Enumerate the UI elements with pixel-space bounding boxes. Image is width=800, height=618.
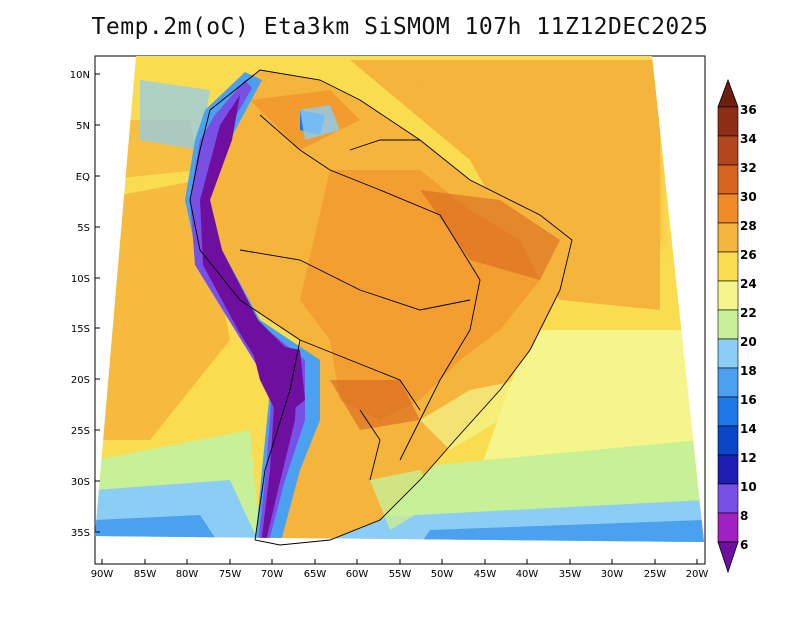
lon-tick-label: 35W [559,569,582,580]
colorbar-swatch [717,483,739,514]
colorbar-swatch [717,309,739,340]
colorbar-label: 8 [740,509,748,523]
colorbar-label: 10 [740,480,757,494]
lon-tick: 85W [134,559,157,580]
colorbar-top-arrow [717,78,739,108]
lon-tick: 35W [559,559,582,580]
lon-tick: 25W [644,559,667,580]
lat-tick-label: 25S [71,426,90,437]
colorbar-swatch [717,135,739,166]
lat-tick-label: 10N [70,70,90,81]
lon-tick: 45W [474,559,497,580]
colorbar-swatch [717,193,739,224]
lat-tick-label: 35S [71,528,90,539]
lon-tick-label: 40W [516,569,539,580]
colorbar-label: 34 [740,132,757,146]
lon-tick: 30W [601,559,624,580]
lon-tick-label: 55W [389,569,412,580]
lon-tick-label: 90W [91,569,114,580]
colorbar-label: 16 [740,393,757,407]
lon-tick-label: 60W [346,569,369,580]
lon-tick: 70W [261,559,284,580]
colorbar-label: 18 [740,364,757,378]
colorbar-label: 26 [740,248,757,262]
colorbar-label: 36 [740,103,757,117]
colorbar-swatch [717,425,739,456]
lat-axis: 10N 5N EQ 5S 10S 15S 20S 25S [70,70,100,539]
lat-tick-label: 5N [76,121,90,132]
colorbar-bottom-arrow [717,541,739,574]
colorbar-swatch [717,280,739,311]
lon-tick-label: 65W [304,569,327,580]
lon-tick: 55W [389,559,412,580]
lat-tick: 20S [71,375,100,386]
lon-tick-label: 25W [644,569,667,580]
lon-tick-label: 80W [176,569,199,580]
colorbar-swatch [717,222,739,253]
colorbar-swatch [717,164,739,195]
lat-tick-label: 10S [71,274,90,285]
lat-tick: 10N [70,70,100,81]
temperature-field [95,56,704,542]
lat-tick-label: EQ [76,172,90,183]
coastlines [189,69,573,546]
lat-tick-label: 5S [77,223,90,234]
colorbar-label: 28 [740,219,757,233]
lon-tick: 90W [91,559,114,580]
lat-tick-label: 20S [71,375,90,386]
lat-tick: 5S [77,223,100,234]
lat-tick: 15S [71,324,100,335]
colorbar-label: 24 [740,277,757,291]
lat-tick: EQ [76,172,100,183]
colorbar-label: 20 [740,335,757,349]
colorbar-swatch [717,396,739,427]
lon-tick-label: 45W [474,569,497,580]
lat-tick: 10S [71,274,100,285]
lon-tick: 60W [346,559,369,580]
lon-tick: 40W [516,559,539,580]
colorbar-label: 6 [740,538,748,552]
lon-tick-label: 75W [219,569,242,580]
lon-tick: 65W [304,559,327,580]
lon-tick: 75W [219,559,242,580]
lon-axis: 90W 85W 80W 75W 70W 65W 60W 55W 50W 45W … [91,559,709,580]
lon-tick: 20W [686,559,709,580]
lon-tick-label: 85W [134,569,157,580]
lon-tick: 80W [176,559,199,580]
lat-tick-label: 15S [71,324,90,335]
lon-tick-label: 50W [431,569,454,580]
colorbar: 36 34 32 30 28 26 24 22 20 18 16 14 12 1… [717,78,757,574]
colorbar-swatch [717,251,739,282]
colorbar-label: 32 [740,161,757,175]
colorbar-swatch [717,512,739,543]
colorbar-label: 30 [740,190,757,204]
lon-tick: 50W [431,559,454,580]
colorbar-label: 14 [740,422,757,436]
lat-tick: 25S [71,426,100,437]
lat-tick: 35S [71,528,100,539]
colorbar-swatch [717,106,739,137]
lon-tick-label: 20W [686,569,709,580]
colorbar-label: 12 [740,451,757,465]
lat-tick: 5N [76,121,100,132]
colorbar-swatch [717,454,739,485]
colorbar-swatch [717,367,739,398]
lon-tick-label: 70W [261,569,284,580]
colorbar-swatch [717,338,739,369]
map-title: Temp.2m(oC) Eta3km SiSMOM 107h 11Z12DEC2… [91,14,709,40]
lat-tick: 30S [71,477,100,488]
lon-tick-label: 30W [601,569,624,580]
lat-tick-label: 30S [71,477,90,488]
colorbar-label: 22 [740,306,757,320]
